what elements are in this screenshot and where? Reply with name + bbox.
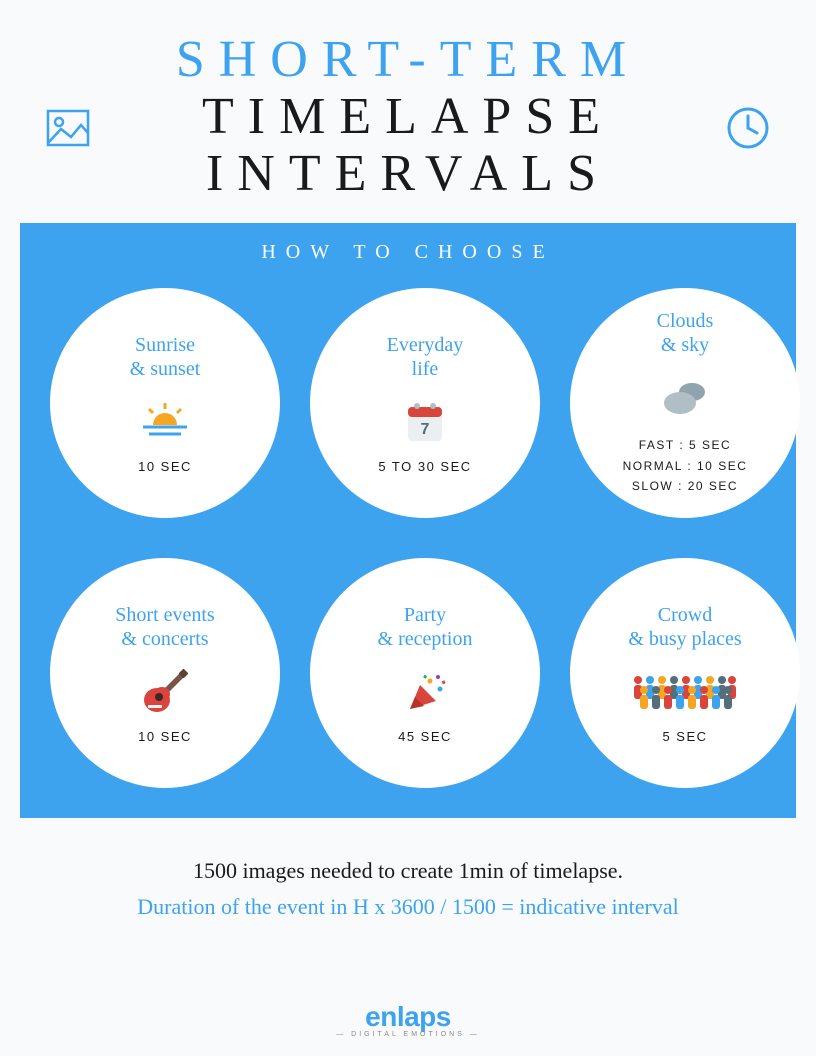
card-title: Crowd & busy places (628, 603, 741, 651)
footer-note2: Duration of the event in H x 3600 / 1500… (40, 894, 776, 920)
card-value: 5 SEC (662, 729, 707, 744)
brand-tagline: — DIGITAL EMOTIONS — (0, 1031, 816, 1038)
card-clouds: Clouds & sky FAST : 5 SEC NORMAL : 10 SE… (570, 288, 800, 518)
card-value: 45 SEC (398, 729, 452, 744)
clouds-icon (658, 375, 712, 421)
sunrise-icon (137, 399, 193, 445)
title-line2: TIMELAPSE (0, 87, 816, 146)
card-title: Clouds & sky (657, 309, 714, 357)
clock-icon (725, 105, 771, 156)
header: SHORT-TERM TIMELAPSE INTERVALS (0, 0, 816, 223)
footer-note1: 1500 images needed to create 1min of tim… (40, 858, 776, 884)
image-icon (45, 105, 91, 156)
card-everyday: Everyday life 7 5 TO 30 SEC (310, 288, 540, 518)
card-grid: Sunrise & sunset 10 SEC Everyday life (40, 288, 776, 788)
card-crowd: Crowd & busy places (570, 558, 800, 788)
svg-text:7: 7 (421, 421, 430, 438)
title-line3: INTERVALS (0, 144, 816, 203)
card-sunrise: Sunrise & sunset 10 SEC (50, 288, 280, 518)
card-title: Party & reception (378, 603, 473, 651)
party-popper-icon (400, 669, 450, 715)
subtitle: HOW TO CHOOSE (40, 241, 776, 264)
card-value: 10 SEC (138, 729, 192, 744)
crowd-icon (630, 669, 740, 715)
footer: 1500 images needed to create 1min of tim… (0, 818, 816, 920)
guitar-icon (140, 669, 190, 715)
card-events: Short events & concerts 10 SEC (50, 558, 280, 788)
card-title: Short events & concerts (115, 603, 214, 651)
card-party: Party & reception 45 SEC (310, 558, 540, 788)
title-line1: SHORT-TERM (0, 30, 816, 89)
card-title: Everyday life (387, 333, 464, 381)
card-value: 5 TO 30 SEC (378, 459, 471, 474)
brand-name: enlaps (0, 1001, 816, 1033)
main-panel: HOW TO CHOOSE Sunrise & sunset 10 SEC Ev… (20, 223, 796, 818)
card-title: Sunrise & sunset (130, 333, 201, 381)
card-lines: FAST : 5 SEC NORMAL : 10 SEC SLOW : 20 S… (623, 435, 748, 496)
brand: enlaps — DIGITAL EMOTIONS — (0, 1001, 816, 1038)
calendar-icon: 7 (405, 399, 445, 445)
card-value: 10 SEC (138, 459, 192, 474)
